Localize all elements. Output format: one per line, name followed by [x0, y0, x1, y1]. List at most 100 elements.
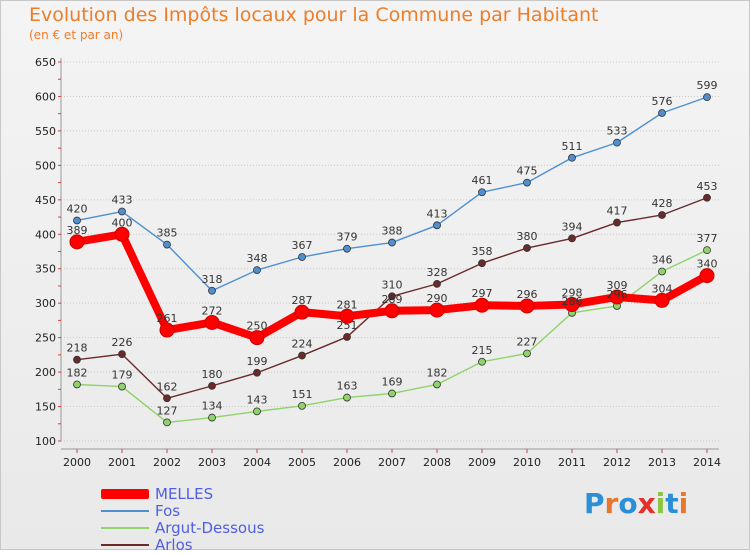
data-point-melles — [429, 302, 445, 318]
data-label-arlos: 199 — [247, 355, 268, 368]
y-tick-label: 250 — [35, 332, 56, 345]
data-point-melles — [249, 330, 265, 346]
data-point-arlos — [118, 350, 126, 359]
data-point-arlos — [388, 292, 396, 301]
x-tick-label: 2003 — [198, 456, 226, 469]
data-label-melles: 389 — [67, 224, 88, 237]
y-tick-label: 600 — [35, 90, 56, 103]
data-label-melles: 400 — [112, 216, 133, 229]
data-point-arlos — [433, 279, 441, 288]
data-point-argut-dessous — [388, 389, 396, 398]
data-label-fos: 461 — [472, 174, 493, 187]
y-tick-label: 350 — [35, 263, 56, 276]
data-point-argut-dessous — [478, 357, 486, 366]
data-point-argut-dessous — [433, 380, 441, 389]
proxiti-logo: Proxiti — [584, 487, 689, 520]
data-label-argut-dessous: 227 — [517, 335, 538, 348]
y-tick-label: 200 — [35, 366, 56, 379]
x-tick-label: 2013 — [648, 456, 676, 469]
data-label-melles: 290 — [427, 292, 448, 305]
data-point-arlos — [613, 218, 621, 227]
data-point-fos — [343, 244, 351, 253]
data-point-argut-dessous — [658, 267, 666, 276]
x-tick-label: 2009 — [468, 456, 496, 469]
y-tick-label: 150 — [35, 401, 56, 414]
data-label-melles: 340 — [697, 258, 718, 271]
data-label-argut-dessous: 182 — [427, 366, 448, 379]
legend-swatch-arlos — [101, 544, 149, 546]
data-point-argut-dessous — [118, 382, 126, 391]
data-point-fos — [163, 240, 171, 249]
data-label-argut-dessous: 127 — [157, 404, 178, 417]
data-point-argut-dessous — [163, 418, 171, 427]
data-label-melles: 304 — [652, 282, 673, 295]
data-point-fos — [478, 188, 486, 197]
data-label-arlos: 453 — [697, 180, 718, 193]
legend-swatch-argut — [101, 527, 149, 529]
data-label-melles: 298 — [562, 287, 583, 300]
data-point-arlos — [73, 355, 81, 364]
data-label-fos: 413 — [427, 207, 448, 220]
data-label-argut-dessous: 151 — [292, 388, 313, 401]
data-point-fos — [703, 93, 711, 102]
data-point-arlos — [568, 234, 576, 243]
data-label-fos: 475 — [517, 165, 538, 178]
data-point-fos — [613, 138, 621, 147]
data-point-fos — [388, 238, 396, 247]
data-point-argut-dessous — [523, 349, 531, 358]
legend-swatch-melles — [101, 489, 149, 499]
data-point-arlos — [253, 368, 261, 377]
data-label-arlos: 394 — [562, 220, 583, 233]
data-label-fos: 576 — [652, 95, 673, 108]
data-point-melles — [564, 297, 580, 313]
data-label-argut-dessous: 169 — [382, 375, 403, 388]
data-point-melles — [69, 234, 85, 250]
data-label-melles: 281 — [337, 298, 358, 311]
legend-swatch-fos — [101, 510, 149, 512]
data-label-fos: 433 — [112, 194, 133, 207]
data-label-melles: 297 — [472, 287, 493, 300]
data-label-argut-dessous: 346 — [652, 253, 673, 266]
data-label-fos: 388 — [382, 225, 403, 238]
data-label-fos: 367 — [292, 239, 313, 252]
data-point-arlos — [523, 244, 531, 252]
data-point-arlos — [343, 333, 351, 341]
y-tick-label: 500 — [35, 159, 56, 172]
data-label-argut-dessous: 179 — [112, 369, 133, 382]
x-tick-label: 2002 — [153, 456, 181, 469]
data-label-argut-dessous: 286 — [562, 295, 583, 308]
data-label-arlos: 180 — [202, 368, 223, 381]
data-point-melles — [294, 304, 310, 320]
legend-label-argut: Argut-Dessous — [155, 519, 265, 537]
y-tick-label: 450 — [35, 194, 56, 207]
data-label-melles: 309 — [607, 279, 628, 292]
y-tick-label: 100 — [35, 435, 56, 448]
data-label-fos: 379 — [337, 231, 358, 244]
data-point-melles — [519, 298, 535, 314]
data-point-melles — [384, 303, 400, 319]
data-point-melles — [114, 226, 130, 242]
data-point-arlos — [298, 351, 306, 360]
data-point-melles — [339, 308, 355, 324]
data-label-fos: 420 — [67, 202, 88, 215]
x-tick-label: 2000 — [63, 456, 91, 469]
legend-label-arlos: Arlos — [155, 536, 193, 554]
data-point-melles — [609, 289, 625, 305]
data-point-melles — [474, 297, 490, 313]
x-tick-label: 2010 — [513, 456, 541, 469]
x-tick-label: 2001 — [108, 456, 136, 469]
data-label-argut-dessous: 377 — [697, 232, 718, 245]
legend-label-fos: Fos — [155, 502, 181, 520]
data-point-melles — [204, 314, 220, 330]
data-point-melles — [159, 322, 175, 338]
data-label-argut-dessous: 143 — [247, 393, 268, 406]
data-label-melles: 296 — [517, 288, 538, 301]
data-point-arlos — [703, 193, 711, 202]
data-label-argut-dessous: 134 — [202, 400, 223, 413]
data-point-argut-dessous — [298, 401, 306, 410]
x-tick-label: 2004 — [243, 456, 271, 469]
data-point-fos — [433, 221, 441, 230]
x-tick-label: 2005 — [288, 456, 316, 469]
